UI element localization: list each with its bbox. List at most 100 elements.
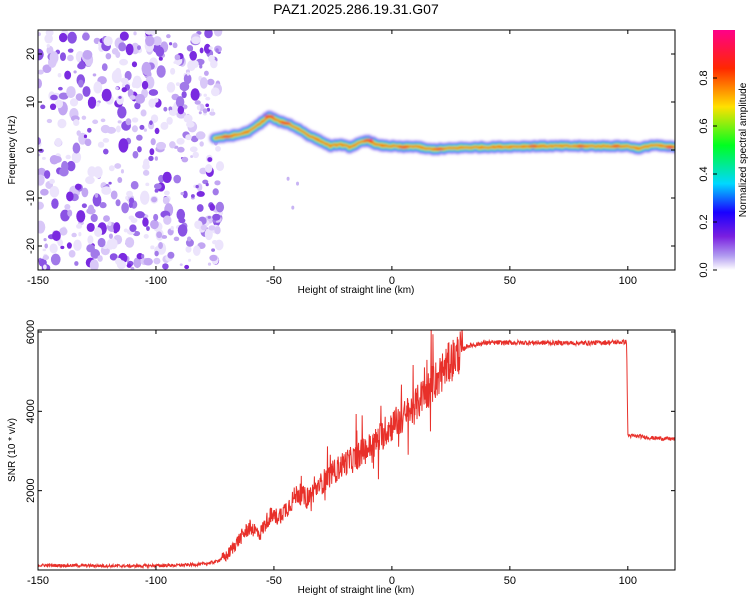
noise-speckle [210,87,220,97]
noise-speckle [180,192,185,196]
noise-speckle [52,230,61,242]
noise-speckle [90,213,98,223]
noise-speckle [130,266,135,270]
noise-speckle [114,163,122,169]
noise-speckle [214,226,221,235]
noise-speckle [167,251,175,259]
noise-speckle [92,119,99,125]
x-tick-label: 100 [619,575,637,587]
noise-speckle [194,220,203,230]
snr-line [38,330,675,570]
noise-speckle [108,181,112,185]
noise-speckle [132,150,139,159]
noise-speckle [40,188,49,196]
noise-speckle [183,114,193,123]
noise-speckle [66,86,76,98]
noise-speckle [291,205,295,210]
noise-speckle [54,99,64,109]
noise-speckle [100,124,111,134]
x-tick-label: 50 [504,575,516,587]
noise-speckle [78,232,82,237]
noise-speckle [57,72,62,78]
noise-speckle [176,137,185,145]
noise-speckle [115,199,121,207]
noise-speckle [58,92,69,100]
y-tick-label: -10 [25,190,37,206]
noise-speckle [199,64,203,69]
noise-speckle [38,220,46,234]
noise-speckle [38,174,45,186]
noise-speckle [137,45,141,51]
noise-speckle [141,80,149,90]
y-tick-label: 0 [25,147,37,153]
noise-speckle [143,234,149,239]
noise-speckle [182,190,188,199]
noise-speckle [185,134,192,141]
noise-speckle [155,46,165,57]
y-tick-label: 2000 [25,478,37,502]
noise-speckle [211,248,216,252]
noise-speckle [166,116,173,125]
noise-speckle [156,141,167,150]
noise-speckle [209,254,218,262]
noise-speckle [134,102,141,110]
noise-speckle [92,73,97,77]
x-tick-label: -150 [27,575,49,587]
x-tick-label: 100 [619,275,637,287]
noise-speckle [210,59,218,69]
noise-speckle [59,227,68,236]
noise-speckle [87,127,92,133]
noise-speckle [60,245,65,250]
noise-speckle [150,138,156,146]
noise-speckle [83,134,88,139]
noise-speckle [190,88,200,101]
noise-speckle [190,194,195,198]
noise-speckle [53,156,62,163]
x-tick-label: -150 [27,275,49,287]
x-tick-label: -100 [145,275,167,287]
noise-speckle [183,73,192,85]
noise-speckle [142,169,150,176]
noise-speckle [212,240,218,245]
noise-speckle [200,224,208,231]
noise-speckle [113,229,118,234]
noise-speckle [177,146,185,153]
noise-speckle [38,201,44,210]
noise-speckle [67,209,73,217]
ridge-peak [363,138,374,142]
y-tick-label: 6000 [25,320,37,344]
noise-speckle [38,69,44,75]
noise-speckle [205,103,210,108]
noise-speckle [131,81,137,88]
noise-speckle [57,118,67,129]
colorbar: 0.0 0.2 0.4 0.6 0.8 Normalized spectral ampl… [698,30,749,278]
noise-speckle [173,61,178,64]
noise-speckle [153,183,162,190]
colorbar-tick-label: 0.0 [698,262,710,277]
noise-speckle [86,244,95,253]
noise-speckle [89,259,99,270]
noise-speckle [195,184,199,189]
noise-speckle [189,146,198,153]
noise-speckle [45,30,54,37]
noise-speckle [129,224,137,233]
ridge-peak [665,145,675,149]
noise-speckle [199,47,204,54]
noise-speckle [87,235,94,245]
noise-speckle [207,215,212,219]
noise-speckle [78,60,85,68]
snr-panel: -150 -100 -50 0 50 100 2000 4000 6000 Height of… [7,320,676,596]
noise-speckle [154,188,159,193]
noise-speckle [158,242,163,250]
noise-speckle [133,257,142,269]
noise-speckle [81,115,87,120]
ridge-peak [398,145,409,149]
noise-speckle [163,190,170,196]
noise-speckle [154,127,160,135]
noise-speckle [137,146,142,153]
noise-speckle [175,82,181,86]
noise-speckle [120,169,124,174]
noise-speckle [118,138,129,153]
noise-speckle [188,258,192,262]
